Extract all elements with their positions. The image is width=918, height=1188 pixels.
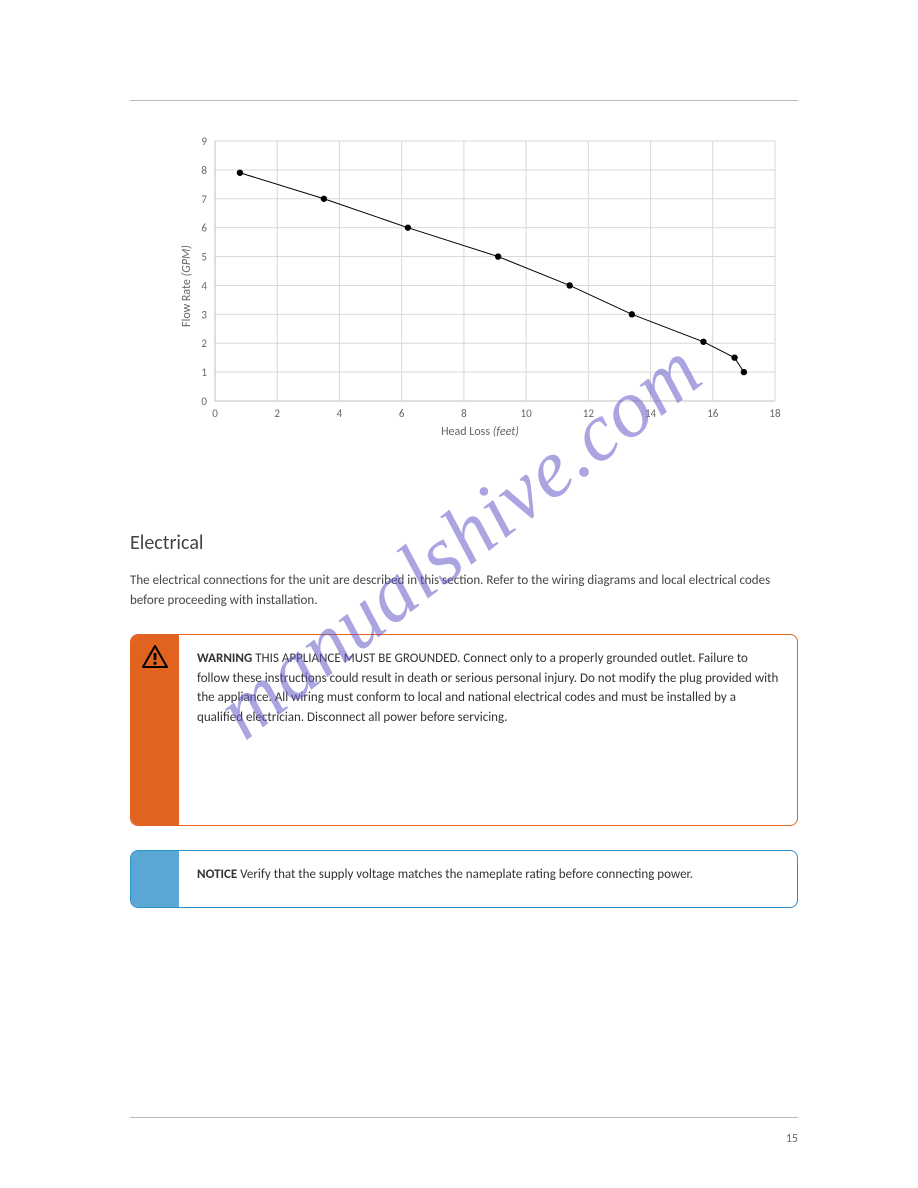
svg-text:0: 0 xyxy=(212,407,218,420)
warning-box: WARNING THIS APPLIANCE MUST BE GROUNDED.… xyxy=(130,634,798,826)
svg-text:1: 1 xyxy=(201,366,207,379)
svg-text:0: 0 xyxy=(201,395,207,408)
warning-content: WARNING THIS APPLIANCE MUST BE GROUNDED.… xyxy=(179,635,797,825)
svg-text:2: 2 xyxy=(201,337,207,350)
section-title: Electrical xyxy=(130,531,798,555)
svg-text:10: 10 xyxy=(521,407,533,420)
svg-text:14: 14 xyxy=(645,407,657,420)
svg-text:7: 7 xyxy=(201,193,207,206)
notice-stripe xyxy=(131,851,179,907)
svg-text:16: 16 xyxy=(707,407,719,420)
warning-icon xyxy=(142,645,168,669)
flow-rate-chart: 0246810121416180123456789 Flow Rate (GPM… xyxy=(160,131,800,441)
top-rule xyxy=(130,100,798,101)
svg-text:2: 2 xyxy=(274,407,280,420)
notice-text: Verify that the supply voltage matches t… xyxy=(240,867,693,882)
svg-text:3: 3 xyxy=(201,308,207,321)
svg-text:6: 6 xyxy=(201,222,207,235)
x-axis-label: Head Loss (feet) xyxy=(160,425,800,439)
warning-text: THIS APPLIANCE MUST BE GROUNDED. Connect… xyxy=(197,651,778,725)
svg-text:5: 5 xyxy=(201,251,207,264)
notice-content: NOTICE Verify that the supply voltage ma… xyxy=(179,851,797,907)
bottom-rule xyxy=(130,1117,798,1118)
section-paragraph: The electrical connections for the unit … xyxy=(130,571,798,610)
warning-stripe xyxy=(131,635,179,825)
chart-svg: 0246810121416180123456789 xyxy=(160,131,800,421)
svg-text:4: 4 xyxy=(337,407,343,420)
page-number: 15 xyxy=(786,1132,798,1146)
warning-label: WARNING xyxy=(197,651,252,666)
svg-text:8: 8 xyxy=(461,407,467,420)
svg-text:12: 12 xyxy=(583,407,595,420)
notice-label: NOTICE xyxy=(197,867,237,882)
svg-text:4: 4 xyxy=(201,279,207,292)
notice-box: NOTICE Verify that the supply voltage ma… xyxy=(130,850,798,908)
svg-text:6: 6 xyxy=(399,407,405,420)
svg-text:18: 18 xyxy=(769,407,781,420)
svg-text:8: 8 xyxy=(201,164,207,177)
svg-text:9: 9 xyxy=(201,135,207,148)
y-axis-label: Flow Rate (GPM) xyxy=(180,245,194,327)
